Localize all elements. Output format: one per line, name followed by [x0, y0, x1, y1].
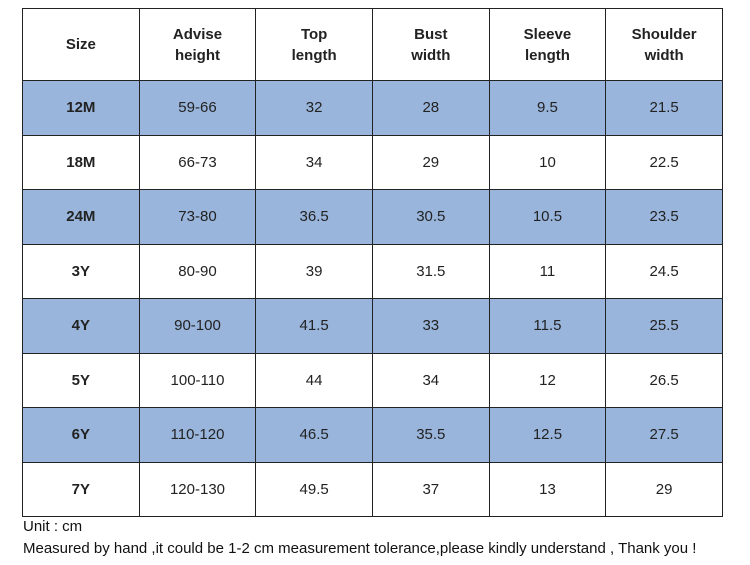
table-cell: 23.5 [605, 189, 723, 245]
table-row: 18M 66-73 34 29 10 22.5 [22, 134, 723, 190]
table-row: 5Y 100-110 44 34 12 26.5 [22, 352, 723, 408]
table-cell: 34 [255, 134, 373, 190]
table-cell: 66-73 [138, 134, 257, 190]
table-row: 6Y 110-120 46.5 35.5 12.5 27.5 [22, 407, 723, 463]
table-cell: 110-120 [138, 407, 257, 463]
table-cell: 100-110 [138, 352, 257, 408]
table-cell: 44 [255, 352, 373, 408]
tolerance-note: Measured by hand ,it could be 1-2 cm mea… [23, 540, 697, 557]
table-cell: 46.5 [255, 407, 373, 463]
table-cell: 11 [488, 243, 607, 299]
table-row: 24M 73-80 36.5 30.5 10.5 23.5 [22, 189, 723, 245]
table-cell: 25.5 [605, 298, 723, 354]
table-cell: 10 [488, 134, 607, 190]
table-body: 12M 59-66 32 28 9.5 21.5 18M 66-73 34 29 10 22.5 24M… [22, 80, 723, 517]
table-cell: 12 [488, 352, 607, 408]
table-cell: 39 [255, 243, 373, 299]
table-row: 7Y 120-130 49.5 37 13 29 [22, 461, 723, 517]
table-cell: 35.5 [371, 407, 490, 463]
unit-note: Unit : cm [23, 518, 83, 535]
table-header: Size Advise height Top length Bust width Sle… [22, 8, 723, 81]
table-cell: 36.5 [255, 189, 373, 245]
size-cell: 24M [22, 189, 140, 245]
table-cell: 120-130 [138, 461, 257, 517]
size-table: Size Advise height Top length Bust width Sle… [22, 8, 723, 517]
table-cell: 37 [371, 461, 490, 517]
size-cell: 3Y [22, 243, 140, 299]
table-cell: 32 [255, 80, 373, 136]
table-cell: 90-100 [138, 298, 257, 354]
header-cell: Size [22, 8, 140, 81]
header-cell: Top length [255, 8, 373, 81]
table-row: 3Y 80-90 39 31.5 11 24.5 [22, 243, 723, 299]
table-cell: 30.5 [371, 189, 490, 245]
table-cell: 33 [371, 298, 490, 354]
table-cell: 49.5 [255, 461, 373, 517]
table-cell: 10.5 [488, 189, 607, 245]
table-cell: 80-90 [138, 243, 257, 299]
table-cell: 21.5 [605, 80, 723, 136]
table-cell: 31.5 [371, 243, 490, 299]
header-cell: Sleeve length [488, 8, 607, 81]
table-cell: 73-80 [138, 189, 257, 245]
table-cell: 22.5 [605, 134, 723, 190]
size-cell: 7Y [22, 461, 140, 517]
table-cell: 34 [371, 352, 490, 408]
header-row: Size Advise height Top length Bust width Sle… [22, 8, 723, 81]
table-cell: 9.5 [488, 80, 607, 136]
size-cell: 12M [22, 80, 140, 136]
table-cell: 59-66 [138, 80, 257, 136]
table-cell: 41.5 [255, 298, 373, 354]
size-cell: 6Y [22, 407, 140, 463]
table-row: 4Y 90-100 41.5 33 11.5 25.5 [22, 298, 723, 354]
table-cell: 13 [488, 461, 607, 517]
size-cell: 4Y [22, 298, 140, 354]
size-cell: 18M [22, 134, 140, 190]
header-cell: Shoulder width [605, 8, 723, 81]
table-cell: 28 [371, 80, 490, 136]
table-cell: 12.5 [488, 407, 607, 463]
table-row: 12M 59-66 32 28 9.5 21.5 [22, 80, 723, 136]
table-cell: 24.5 [605, 243, 723, 299]
table-cell: 26.5 [605, 352, 723, 408]
header-cell: Advise height [138, 8, 257, 81]
size-cell: 5Y [22, 352, 140, 408]
table-cell: 29 [605, 461, 723, 517]
table-cell: 11.5 [488, 298, 607, 354]
table-cell: 27.5 [605, 407, 723, 463]
table-cell: 29 [371, 134, 490, 190]
header-cell: Bust width [371, 8, 490, 81]
